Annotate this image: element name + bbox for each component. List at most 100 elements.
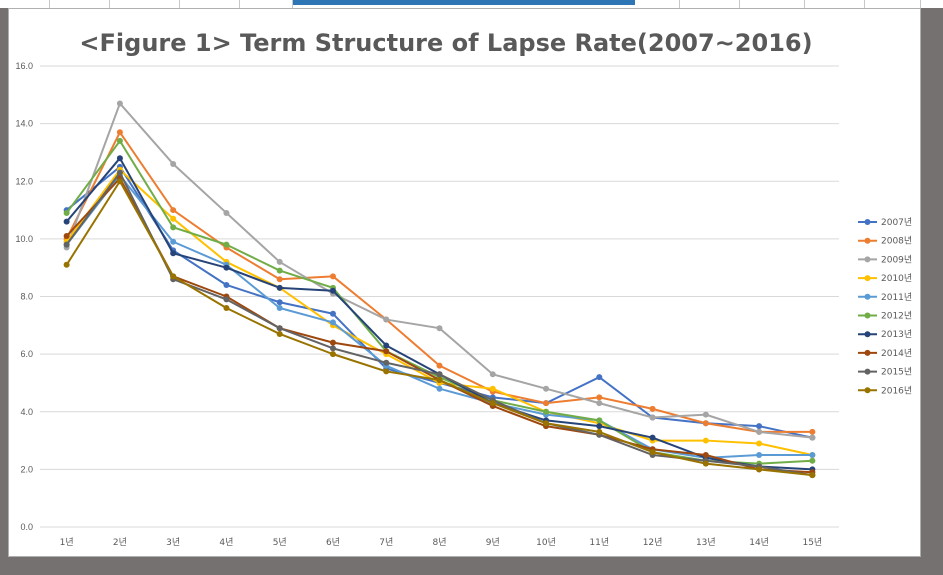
- data-point[interactable]: [276, 330, 283, 337]
- data-point[interactable]: [756, 466, 763, 473]
- series-8[interactable]: [63, 169, 816, 479]
- legend[interactable]: 2007년 2008년 2009년 2010년 2011년 2012년 2013년 2014년…: [858, 217, 912, 396]
- legend-item[interactable]: 2012년: [858, 311, 912, 322]
- data-point[interactable]: [170, 238, 177, 245]
- data-point[interactable]: [809, 428, 816, 435]
- data-point[interactable]: [276, 299, 283, 306]
- header-cell[interactable]: [0, 0, 50, 8]
- series-6[interactable]: [63, 155, 816, 473]
- data-point[interactable]: [649, 434, 656, 441]
- legend-item[interactable]: 2008년: [858, 236, 912, 247]
- data-point[interactable]: [489, 371, 496, 378]
- data-point[interactable]: [436, 371, 443, 378]
- data-point[interactable]: [329, 273, 336, 280]
- series-9[interactable]: [63, 178, 816, 479]
- header-cell[interactable]: [740, 0, 805, 8]
- data-point[interactable]: [116, 155, 123, 162]
- chart-frame[interactable]: <Figure 1> Term Structure of Lapse Rate(…: [8, 8, 921, 557]
- data-point[interactable]: [276, 305, 283, 312]
- data-point[interactable]: [596, 374, 603, 381]
- header-cell[interactable]: [50, 0, 110, 8]
- data-point[interactable]: [383, 359, 390, 366]
- data-point[interactable]: [223, 281, 230, 288]
- header-cell[interactable]: [240, 0, 293, 8]
- data-point[interactable]: [170, 215, 177, 222]
- header-cell[interactable]: [805, 0, 865, 8]
- data-point[interactable]: [649, 414, 656, 421]
- data-point[interactable]: [329, 351, 336, 358]
- series-line[interactable]: [66, 165, 813, 439]
- data-point[interactable]: [116, 129, 123, 136]
- data-point[interactable]: [383, 316, 390, 323]
- legend-item[interactable]: 2013년: [858, 329, 912, 340]
- header-cell[interactable]: [110, 0, 180, 8]
- data-point[interactable]: [276, 258, 283, 265]
- data-point[interactable]: [63, 241, 70, 248]
- data-point[interactable]: [702, 411, 709, 418]
- legend-item[interactable]: 2015년: [858, 367, 912, 378]
- data-point[interactable]: [436, 325, 443, 332]
- data-point[interactable]: [223, 264, 230, 271]
- data-point[interactable]: [649, 449, 656, 456]
- data-point[interactable]: [596, 428, 603, 435]
- data-point[interactable]: [596, 394, 603, 401]
- data-point[interactable]: [223, 296, 230, 303]
- header-cell[interactable]: [180, 0, 240, 8]
- data-point[interactable]: [116, 100, 123, 107]
- series-4[interactable]: [63, 172, 816, 461]
- data-point[interactable]: [596, 423, 603, 430]
- data-point[interactable]: [596, 400, 603, 407]
- data-point[interactable]: [276, 267, 283, 274]
- legend-item[interactable]: 2016년: [858, 385, 912, 396]
- data-point[interactable]: [383, 348, 390, 355]
- data-point[interactable]: [702, 420, 709, 427]
- data-point[interactable]: [170, 224, 177, 231]
- data-point[interactable]: [436, 362, 443, 369]
- data-point[interactable]: [543, 408, 550, 415]
- data-point[interactable]: [702, 460, 709, 467]
- data-point[interactable]: [276, 284, 283, 291]
- data-point[interactable]: [756, 440, 763, 447]
- header-cell[interactable]: [865, 0, 921, 8]
- data-point[interactable]: [170, 273, 177, 280]
- data-point[interactable]: [223, 305, 230, 312]
- data-point[interactable]: [436, 385, 443, 392]
- data-point[interactable]: [809, 434, 816, 441]
- data-point[interactable]: [116, 169, 123, 176]
- data-point[interactable]: [276, 325, 283, 332]
- data-point[interactable]: [489, 400, 496, 407]
- series-2[interactable]: [63, 100, 816, 441]
- data-point[interactable]: [383, 368, 390, 375]
- data-point[interactable]: [809, 451, 816, 458]
- data-point[interactable]: [543, 385, 550, 392]
- series-5[interactable]: [63, 137, 816, 467]
- data-point[interactable]: [329, 345, 336, 352]
- legend-item[interactable]: 2011년: [858, 292, 912, 303]
- data-point[interactable]: [223, 241, 230, 248]
- data-point[interactable]: [756, 451, 763, 458]
- data-point[interactable]: [756, 423, 763, 430]
- data-point[interactable]: [543, 400, 550, 407]
- legend-item[interactable]: 2007년: [858, 217, 912, 228]
- data-point[interactable]: [543, 420, 550, 427]
- data-point[interactable]: [63, 209, 70, 216]
- header-cell[interactable]: [680, 0, 740, 8]
- data-point[interactable]: [383, 342, 390, 349]
- data-point[interactable]: [809, 457, 816, 464]
- series-line[interactable]: [65, 171, 813, 477]
- legend-item[interactable]: 2009년: [858, 254, 912, 265]
- data-point[interactable]: [116, 178, 123, 185]
- data-point[interactable]: [436, 377, 443, 384]
- data-point[interactable]: [170, 160, 177, 167]
- data-point[interactable]: [756, 428, 763, 435]
- data-point[interactable]: [702, 451, 709, 458]
- data-point[interactable]: [809, 472, 816, 479]
- data-point[interactable]: [489, 385, 496, 392]
- data-point[interactable]: [170, 207, 177, 214]
- data-point[interactable]: [329, 339, 336, 346]
- data-point[interactable]: [116, 137, 123, 144]
- data-point[interactable]: [63, 218, 70, 225]
- series-0[interactable]: [63, 163, 816, 441]
- data-point[interactable]: [702, 437, 709, 444]
- data-point[interactable]: [596, 417, 603, 424]
